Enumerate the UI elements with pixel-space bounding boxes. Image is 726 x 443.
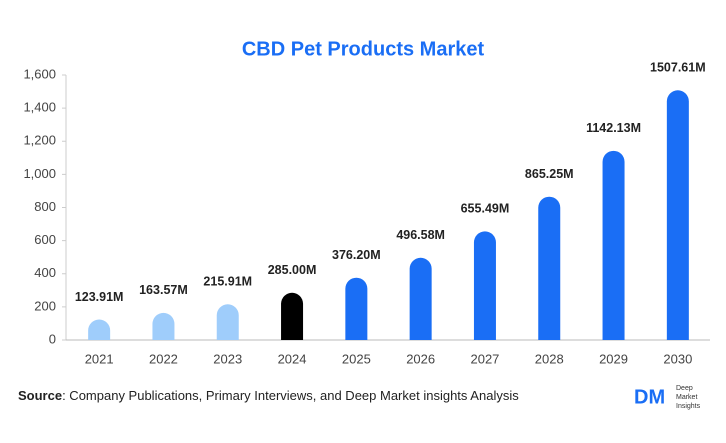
value-label: 865.25M	[525, 167, 574, 181]
x-tick-label: 2021	[85, 351, 114, 366]
bar	[281, 292, 304, 340]
bar	[88, 319, 111, 340]
bar	[345, 277, 368, 340]
bar	[538, 196, 561, 340]
y-tick-label: 600	[34, 232, 56, 247]
x-tick-label: 2029	[599, 351, 628, 366]
source-text: : Company Publications, Primary Intervie…	[62, 388, 519, 403]
x-tick-label: 2022	[149, 351, 178, 366]
x-tick-label: 2023	[213, 351, 242, 366]
value-label: 655.49M	[461, 202, 510, 216]
x-tick-label: 2026	[406, 351, 435, 366]
value-label: 1507.61M	[650, 61, 706, 75]
y-tick-label: 200	[34, 298, 56, 313]
y-tick-label: 0	[49, 331, 56, 346]
bar	[216, 304, 239, 340]
value-label: 123.91M	[75, 290, 124, 304]
y-tick-label: 800	[34, 199, 56, 214]
y-tick-label: 1,200	[23, 133, 56, 148]
value-label: 215.91M	[203, 275, 252, 289]
bar	[409, 257, 432, 340]
value-label: 1142.13M	[586, 121, 641, 135]
logo: DM Deep Market Insights	[634, 385, 701, 410]
y-tick-label: 1,600	[23, 66, 56, 81]
logo-text: Insights	[676, 403, 701, 410]
source: Source: Company Publications, Primary In…	[18, 388, 519, 403]
y-tick-label: 400	[34, 265, 56, 280]
x-tick-label: 2030	[663, 351, 692, 366]
logo-mark: DM	[634, 386, 665, 408]
source-label: Source	[18, 388, 62, 403]
bar	[602, 150, 625, 340]
logo-text: Deep	[676, 385, 693, 392]
y-tick-label: 1,000	[23, 166, 56, 181]
x-tick-label: 2024	[278, 351, 307, 366]
bar	[473, 231, 496, 340]
value-label: 163.57M	[139, 283, 188, 297]
bar	[152, 312, 175, 340]
x-tick-label: 2027	[470, 351, 499, 366]
x-tick-label: 2025	[342, 351, 371, 366]
bar	[666, 90, 689, 341]
y-tick-label: 1,400	[23, 100, 56, 115]
logo-text: Market	[676, 394, 697, 401]
chart-title: CBD Pet Products Market	[242, 38, 485, 60]
value-label: 376.20M	[332, 248, 381, 262]
x-tick-label: 2028	[535, 351, 564, 366]
value-label: 496.58M	[396, 228, 445, 242]
value-label: 285.00M	[268, 263, 317, 277]
